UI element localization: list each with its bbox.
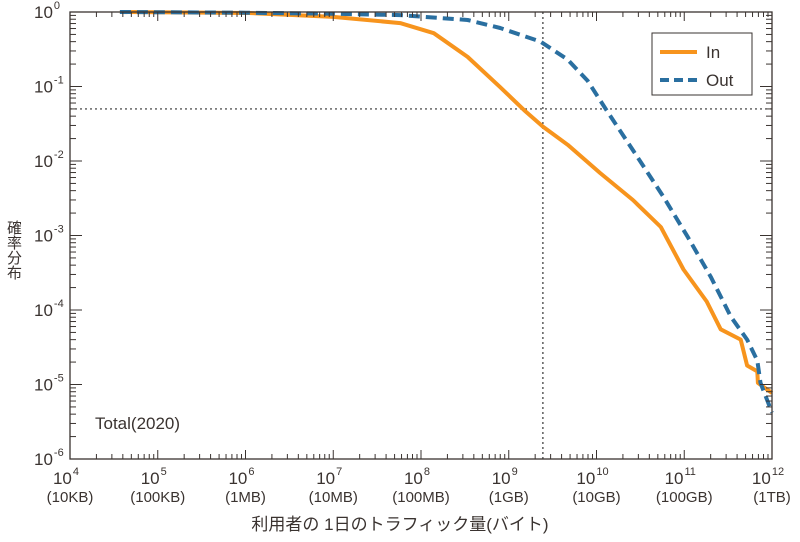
x-tick-unit-label: (10MB) — [309, 489, 358, 506]
x-tick-exponent: 9 — [512, 466, 518, 478]
legend-label-in: In — [706, 43, 720, 62]
legend: In Out — [651, 32, 753, 96]
x-tick-exponent: 5 — [161, 466, 167, 478]
y-tick-label: 10-5 — [34, 373, 64, 395]
x-tick-exponent: 10 — [596, 466, 608, 478]
y-tick-label: 10-2 — [34, 149, 64, 171]
x-tick-unit-label: (1GB) — [489, 489, 529, 506]
x-tick-unit-label: (10GB) — [572, 489, 620, 506]
x-tick-exponent: 4 — [73, 466, 79, 478]
x-axis-label: 利用者の 1日のトラフィック量(バイト) — [251, 515, 548, 534]
x-tick-unit-label: (100MB) — [392, 489, 450, 506]
x-tick-unit-label: (100KB) — [130, 489, 185, 506]
y-tick-label: 10-6 — [34, 447, 64, 469]
x-tick-exponent: 7 — [336, 466, 342, 478]
x-tick-unit-label: (10KB) — [47, 489, 94, 506]
y-tick-exponent: 0 — [54, 0, 60, 12]
y-tick-exponent: -5 — [54, 373, 64, 385]
legend-label-out: Out — [706, 71, 734, 90]
x-tick-label: 106 — [228, 466, 254, 488]
y-tick-label: 100 — [34, 0, 60, 22]
x-tick-label: 108 — [404, 466, 430, 488]
y-tick-label: 10-4 — [34, 298, 64, 320]
x-tick-exponent: 12 — [772, 466, 784, 478]
y-tick-exponent: -3 — [54, 224, 64, 236]
x-tick-label: 1011 — [665, 466, 696, 488]
x-tick-label: 107 — [316, 466, 342, 488]
series-line-in — [119, 10, 774, 395]
x-tick-label: 109 — [492, 466, 518, 488]
x-tick-unit-label: (100GB) — [656, 489, 713, 506]
y-tick-label: 10-3 — [34, 224, 64, 246]
x-tick-label: 1010 — [576, 466, 608, 488]
x-tick-exponent: 8 — [424, 466, 430, 478]
annotation-total: Total(2020) — [95, 414, 180, 433]
y-tick-exponent: -1 — [54, 75, 64, 87]
x-tick-unit-label: (1MB) — [225, 489, 266, 506]
x-tick-exponent: 6 — [248, 466, 254, 478]
series-line-out — [119, 10, 774, 414]
y-tick-exponent: -4 — [54, 298, 64, 310]
y-tick-exponent: -2 — [54, 149, 64, 161]
legend-box — [651, 32, 753, 96]
x-tick-label: 104 — [53, 466, 79, 488]
y-tick-label: 10-1 — [34, 75, 64, 97]
y-axis-label: 確率分布 — [5, 220, 23, 280]
x-tick-unit-label: (1TB) — [753, 489, 791, 506]
x-tick-label: 1012 — [752, 466, 784, 488]
x-tick-exponent: 11 — [685, 466, 696, 478]
y-tick-exponent: -6 — [54, 447, 64, 459]
x-tick-label: 105 — [141, 466, 167, 488]
